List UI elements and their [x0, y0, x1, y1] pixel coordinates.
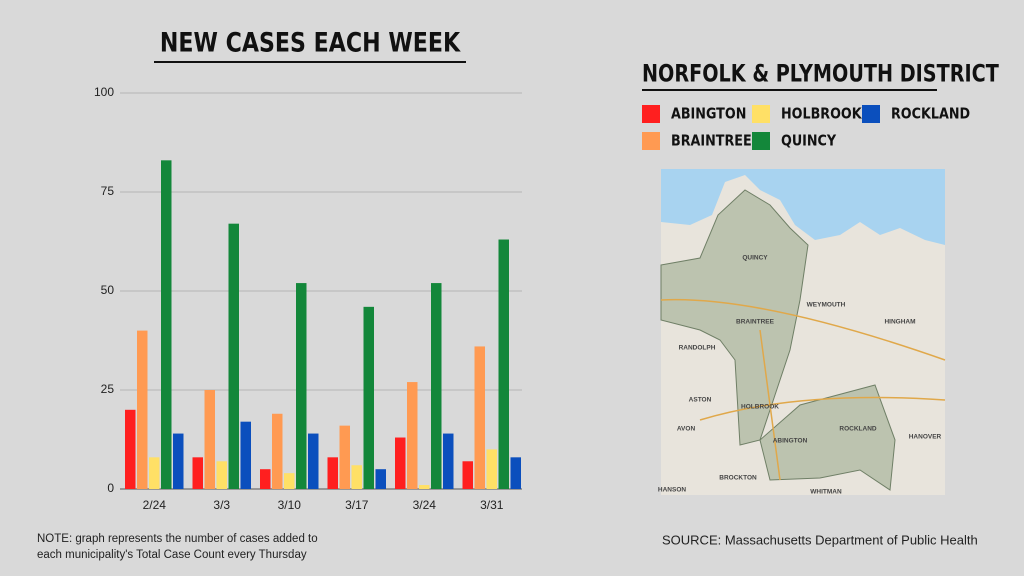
- legend-swatch: [752, 132, 770, 150]
- bar: [407, 382, 418, 489]
- map-label: RANDOLPH: [679, 345, 716, 352]
- bar: [327, 457, 338, 489]
- y-tick-label: 75: [101, 184, 115, 198]
- legend-label: BRAINTREE: [671, 132, 752, 149]
- y-tick-label: 100: [94, 85, 114, 99]
- bar: [284, 473, 295, 489]
- bar: [486, 449, 497, 489]
- bar: [498, 239, 509, 489]
- bar: [173, 433, 184, 489]
- map-label: WHITMAN: [810, 489, 842, 496]
- bar: [125, 409, 136, 489]
- bar: [204, 390, 215, 489]
- x-tick-label: 3/31: [480, 498, 504, 512]
- legend-swatch: [752, 105, 770, 123]
- map-label: AVON: [677, 426, 696, 433]
- source: SOURCE: Massachusetts Department of Publ…: [662, 532, 978, 547]
- bar: [375, 469, 386, 489]
- bar: [228, 223, 239, 489]
- y-tick-label: 50: [101, 283, 115, 297]
- legend-label: HOLBROOK: [781, 105, 863, 122]
- map-label: HOLBROOK: [741, 404, 779, 411]
- legend-swatch: [642, 105, 660, 123]
- x-tick-label: 3/24: [413, 498, 437, 512]
- map-label: ROCKLAND: [839, 426, 876, 433]
- bar: [395, 437, 406, 489]
- x-tick-label: 3/3: [213, 498, 230, 512]
- map-label: QUINCY: [742, 255, 768, 262]
- bar: [431, 283, 442, 489]
- map-label: HANSON: [658, 487, 686, 494]
- map-label: HINGHAM: [884, 319, 915, 326]
- map-label: ASTON: [689, 397, 712, 404]
- map-label: BROCKTON: [719, 475, 757, 482]
- map-district-north: [660, 189, 809, 446]
- legend-label: QUINCY: [781, 132, 837, 149]
- note-line-1: NOTE: graph represents the number of cas…: [37, 533, 318, 561]
- map: QUINCY BRAINTREE WEYMOUTH RANDOLPH HINGHAM HO…: [658, 169, 946, 496]
- map-water: [661, 169, 945, 245]
- bar: [308, 433, 319, 489]
- x-tick-label: 2/24: [143, 498, 167, 512]
- bar: [272, 413, 283, 489]
- bar: [260, 469, 271, 489]
- legend-swatch: [862, 105, 880, 123]
- bar: [296, 283, 307, 489]
- y-tick-label: 25: [101, 382, 115, 396]
- map-label: ABINGTON: [773, 438, 808, 445]
- bar: [161, 160, 172, 489]
- y-tick-label: 0: [107, 481, 114, 495]
- bar: [339, 425, 350, 489]
- bar: [510, 457, 521, 489]
- legend-label: ROCKLAND: [891, 105, 970, 122]
- bar: [216, 461, 227, 489]
- map-roads: [660, 298, 946, 481]
- legend-title: NORFOLK & PLYMOUTH DISTRICT: [642, 61, 999, 89]
- bar: [363, 306, 374, 489]
- bar: [443, 433, 454, 489]
- map-label: BRAINTREE: [736, 319, 775, 326]
- bar: [462, 461, 473, 489]
- bar: [351, 465, 362, 489]
- bar: [137, 330, 148, 489]
- x-tick-label: 3/10: [278, 498, 302, 512]
- legend-label: ABINGTON: [671, 105, 746, 122]
- map-label: HANOVER: [909, 434, 942, 441]
- map-label: WEYMOUTH: [807, 302, 846, 309]
- bar: [149, 457, 160, 489]
- x-tick-label: 3/17: [345, 498, 369, 512]
- bar: [419, 485, 430, 489]
- chart-title: NEW CASES EACH WEEK: [160, 27, 461, 59]
- legend-swatch: [642, 132, 660, 150]
- bar: [474, 346, 485, 489]
- bar: [192, 457, 203, 489]
- bar: [240, 421, 251, 489]
